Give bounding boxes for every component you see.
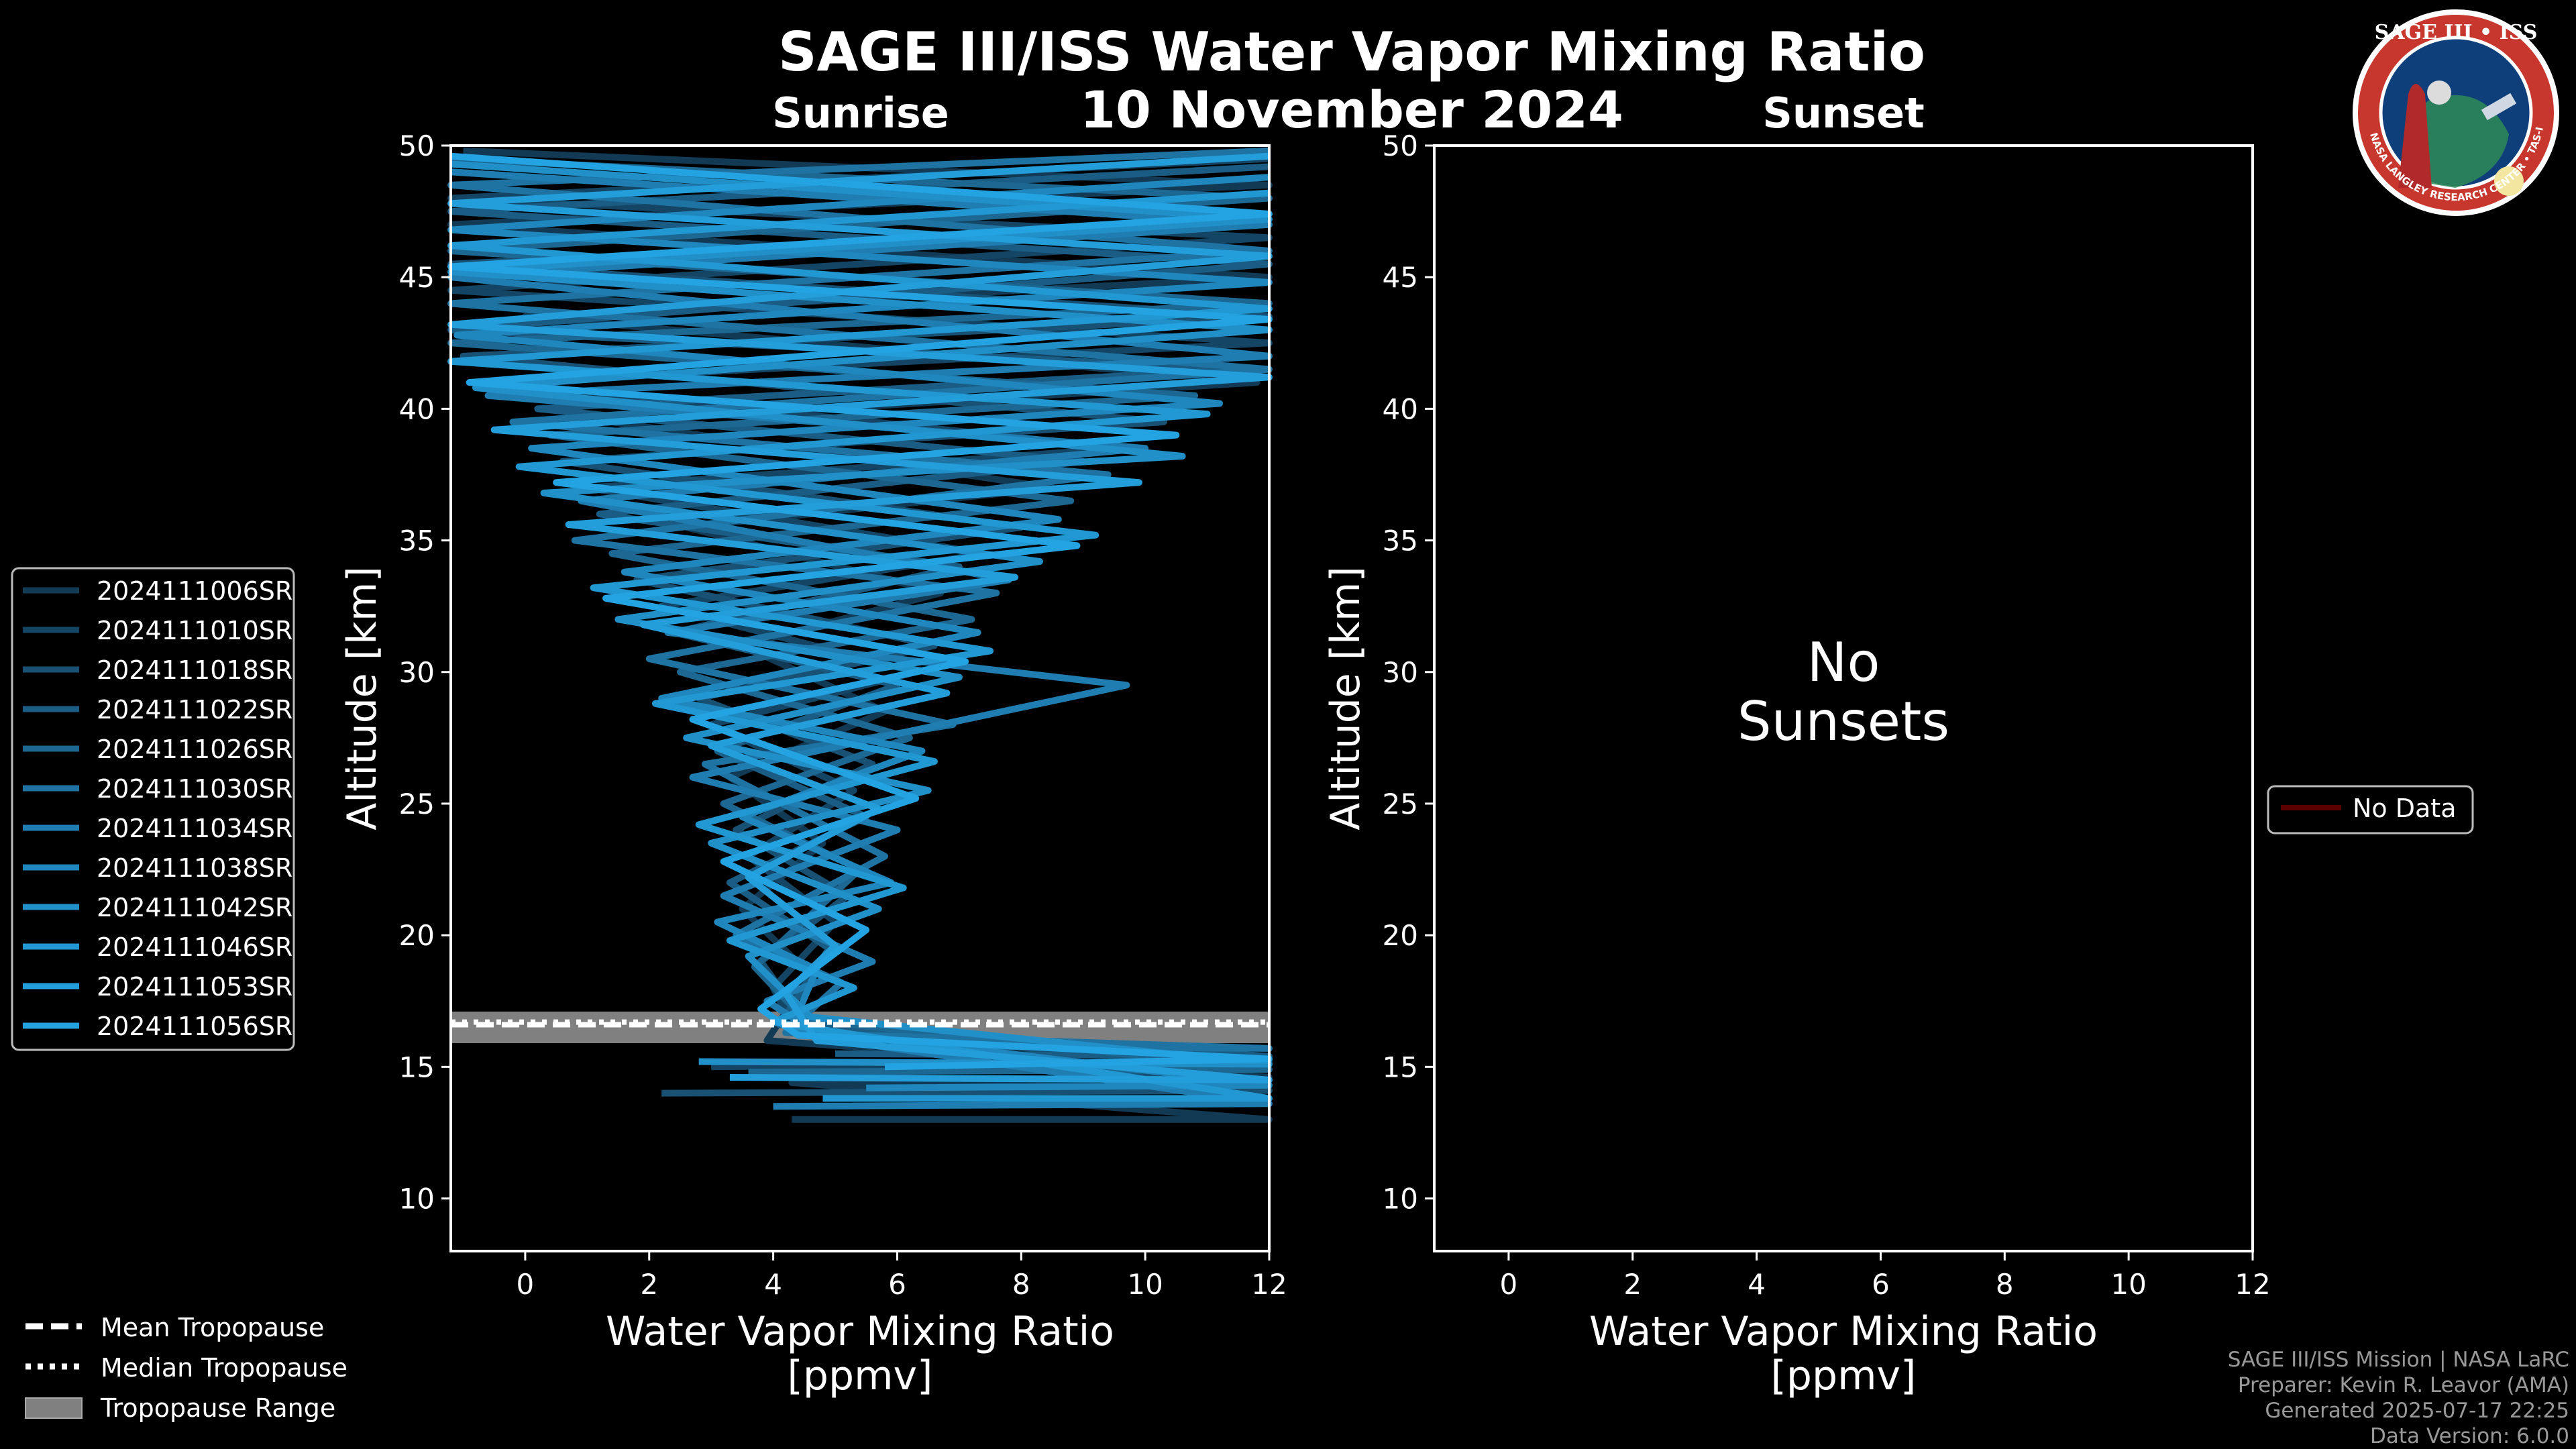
sunrise-ytick-label: 10 [399,1183,435,1216]
sunset-legend: No Data [2267,785,2474,835]
credit-line-4: Data Version: 6.0.0 [2370,1424,2569,1448]
sunset-xtick-label: 2 [1623,1268,1642,1301]
sunset-xlabel: Water Vapor Mixing Ratio [ppmv] [1589,1308,2098,1399]
sunset-label: Sunset [1762,89,1925,138]
sunset-ytick-label: 35 [1383,525,1418,557]
sunrise-series [447,147,1273,1123]
median-tropopause-label: Median Tropopause [101,1353,347,1383]
sunset-axes-frame [1433,144,2254,1252]
sunset-ytick-label: 40 [1383,392,1418,425]
figure-title: SAGE III/ISS Water Vapor Mixing Ratio [778,21,1925,83]
logo-moon-icon [2427,80,2451,105]
sunset-ytick-label: 25 [1383,788,1418,820]
sunrise-xtick-label: 12 [1251,1268,1287,1301]
sunrise-ytick-label: 25 [399,788,435,820]
credits: SAGE III/ISS Mission | NASA LaRC Prepare… [2228,1348,2569,1448]
sunset-x-ticks: 0 2 4 6 8 10 12 [1500,1251,2271,1301]
credit-line-3: Generated 2025-07-17 22:25 [2265,1399,2569,1423]
no-data-label: No Data [2353,794,2457,823]
legend-label-2024111038SR: 2024111038SR [97,853,292,883]
legend-label-2024111056SR: 2024111056SR [97,1012,292,1041]
legend-label-2024111053SR: 2024111053SR [97,972,292,1002]
sunset-ytick-label: 50 [1383,129,1418,162]
sunset-ytick-label: 45 [1383,261,1418,294]
tropopause-range-swatch [25,1397,83,1419]
figure-date: 10 November 2024 [1080,80,1623,140]
legend-label-2024111046SR: 2024111046SR [97,932,292,962]
sunset-xtick-label: 6 [1872,1268,1890,1301]
sunset-plot-area [1434,146,2253,1251]
legend-label-2024111022SR: 2024111022SR [97,695,292,724]
sunrise-xtick-label: 6 [888,1268,906,1301]
sunset-xtick-label: 12 [2235,1268,2270,1301]
sunset-xtick-label: 0 [1500,1268,1518,1301]
sunset-ytick-label: 20 [1383,919,1418,952]
legend-label-2024111006SR: 2024111006SR [97,576,292,606]
series-line-2024111056SR [447,152,1273,1071]
sunrise-x-ticks: 0 2 4 6 8 10 12 [517,1251,1287,1301]
sunrise-axes-frame [449,144,1271,1252]
sunrise-xtick-label: 0 [517,1268,535,1301]
sunrise-ylabel: Altitude [km] [339,566,386,830]
sunrise-tropopause-lines [451,1019,1269,1028]
sunrise-legend: 2024111006SR 2024111010SR 2024111018SR 2024… [11,567,295,1051]
tropopause-legend: Mean Tropopause Median Tropopause Tropop… [25,1313,347,1423]
legend-label-2024111010SR: 2024111010SR [97,616,292,645]
logo-title: SAGE III • ISS [2375,21,2538,44]
sunrise-ytick-label: 50 [399,129,435,162]
sunrise-ytick-label: 15 [399,1051,435,1083]
credit-line-2: Preparer: Kevin R. Leavor (AMA) [2238,1373,2569,1397]
logo-iss-icon [2481,93,2517,121]
sunrise-legend-frame [11,567,295,1051]
logo-earth-icon [2404,95,2509,188]
sunset-xtick-label: 4 [1748,1268,1766,1301]
sunrise-ytick-label: 45 [399,261,435,294]
sunrise-xtick-label: 4 [764,1268,782,1301]
sunrise-panel: 0 2 4 6 8 10 12 10 15 20 25 30 35 40 45 50 Altitude [k… [339,129,1287,1399]
sunset-ytick-label: 30 [1383,656,1418,689]
sunset-ylabel: Altitude [km] [1322,566,1369,830]
sunrise-ytick-label: 30 [399,656,435,689]
sunset-panel: 0 2 4 6 8 10 12 10 15 20 25 30 35 40 45 50 Altitude [k… [1322,129,2271,1399]
sunrise-xlabel: Water Vapor Mixing Ratio [ppmv] [606,1308,1114,1399]
series-line-2024111046SR [447,189,1273,1102]
tropopause-range-label: Tropopause Range [100,1393,335,1423]
sunrise-ytick-label: 20 [399,919,435,952]
logo-sun-icon [2494,166,2524,196]
logo-figure-icon [2398,84,2432,188]
legend-label-2024111042SR: 2024111042SR [97,893,292,922]
sunset-xtick-label: 10 [2110,1268,2146,1301]
no-sunsets-annotation: No Sunsets [1737,631,1949,753]
sunrise-xtick-label: 2 [640,1268,658,1301]
sunrise-y-ticks: 10 15 20 25 30 35 40 45 50 [399,129,451,1216]
sunset-xtick-label: 8 [1996,1268,2014,1301]
legend-label-2024111030SR: 2024111030SR [97,774,292,804]
series-line-2024111026SR [447,155,1273,1076]
legend-label-2024111018SR: 2024111018SR [97,655,292,685]
sunrise-label: Sunrise [772,89,949,138]
sunrise-ytick-label: 40 [399,392,435,425]
sunrise-xtick-label: 8 [1012,1268,1030,1301]
sunrise-xtick-label: 10 [1127,1268,1163,1301]
credit-line-1: SAGE III/ISS Mission | NASA LaRC [2228,1348,2569,1372]
sunrise-ytick-label: 35 [399,525,435,557]
legend-label-2024111034SR: 2024111034SR [97,814,292,843]
sunset-ytick-label: 15 [1383,1051,1418,1083]
sunset-y-ticks: 10 15 20 25 30 35 40 45 50 [1383,129,1434,1216]
mean-tropopause-label: Mean Tropopause [101,1313,324,1342]
sunset-ytick-label: 10 [1383,1183,1418,1216]
sunset-legend-frame [2267,785,2474,835]
legend-label-2024111026SR: 2024111026SR [97,735,292,764]
